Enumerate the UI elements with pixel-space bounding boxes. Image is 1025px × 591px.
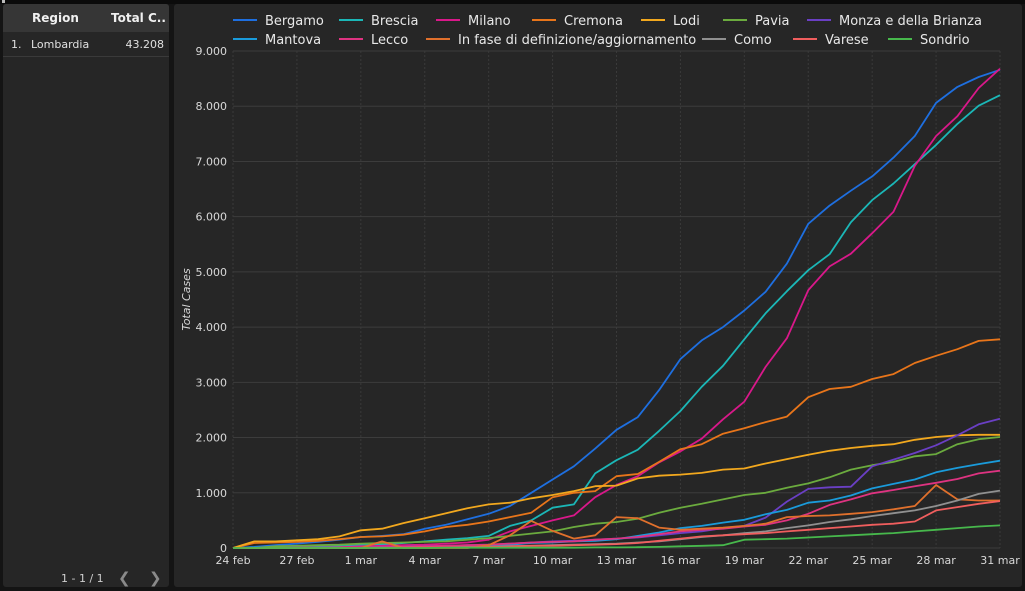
y-tick-label: 7.000 [196,155,228,168]
legend-label: Monza e della Brianza [839,14,982,29]
series-line-pavia [233,436,1001,549]
legend-label: Como [734,33,772,48]
y-tick-label: 4.000 [196,321,228,334]
x-tick-label: 25 mar [852,554,892,567]
x-tick-label: 16 mar [661,554,701,567]
row-index: 1. [11,38,22,51]
pagination-range: 1 - 1 / 1 [61,572,104,585]
y-tick-label: 8.000 [196,100,228,113]
column-header-region[interactable]: Region [32,11,79,25]
legend-label: Milano [468,14,511,29]
y-tick-label: 3.000 [196,376,228,389]
legend-label: Sondrio [920,33,970,48]
y-tick-label: 1.000 [196,487,228,500]
y-tick-label: 2.000 [196,432,228,445]
top-strip [0,0,1025,4]
series-line-lodi [232,433,1000,549]
legend-label: Bergamo [265,14,324,29]
series-line-sondrio [233,524,1001,549]
pagination: 1 - 1 / 1 ❮ ❯ [3,569,169,587]
legend-label: Pavia [755,14,790,29]
series-line-brescia [232,94,1001,549]
chevron-left-icon[interactable]: ❮ [118,569,131,587]
x-tick-label: 13 mar [597,554,637,567]
column-header-total-cases[interactable]: Total C... [111,11,167,25]
y-tick-label: 0 [220,542,227,555]
line-chart-panel: 0 1.000 2.000 3.000 4.000 5.000 6.000 7.000 8.00… [174,4,1022,587]
y-tick-label: 6.000 [196,211,228,224]
y-axis-label: Total Cases [180,268,193,331]
x-tick-label: 19 mar [725,554,765,567]
x-tick-label: 7 mar [472,554,505,567]
corner-marker [2,0,5,3]
chevron-right-icon[interactable]: ❯ [149,569,162,587]
x-tick-label: 28 mar [916,554,956,567]
legend-label: Lecco [371,33,408,48]
x-tick-label: 31 mar [980,554,1020,567]
series-line-cremona [232,338,1001,549]
legend-label: Mantova [265,33,321,48]
y-tick-label: 9.000 [196,45,228,58]
x-tick-label: 24 feb [215,554,250,567]
table-row[interactable]: 1. Lombardia 43.208 [3,32,169,57]
legend-label: Lodi [673,14,700,29]
row-region: Lombardia [31,38,90,51]
legend-label: Varese [825,33,869,48]
legend-label: In fase di definizione/aggiornamento [458,33,696,48]
legend-label: Brescia [371,14,418,29]
x-tick-label: 4 mar [409,554,442,567]
row-total-cases: 43.208 [125,38,165,51]
y-tick-label: 5.000 [196,266,228,279]
line-chart: 0 1.000 2.000 3.000 4.000 5.000 6.000 7.000 8.00… [180,14,1020,567]
x-tick-label: 22 mar [789,554,829,567]
region-table: Region Total C... 1. Lombardia 43.208 1 … [3,4,169,587]
x-tick-label: 10 mar [533,554,573,567]
x-tick-label: 27 feb [279,554,314,567]
legend-label: Cremona [564,14,623,29]
x-tick-label: 1 mar [345,554,378,567]
table-header: Region Total C... [3,4,169,32]
